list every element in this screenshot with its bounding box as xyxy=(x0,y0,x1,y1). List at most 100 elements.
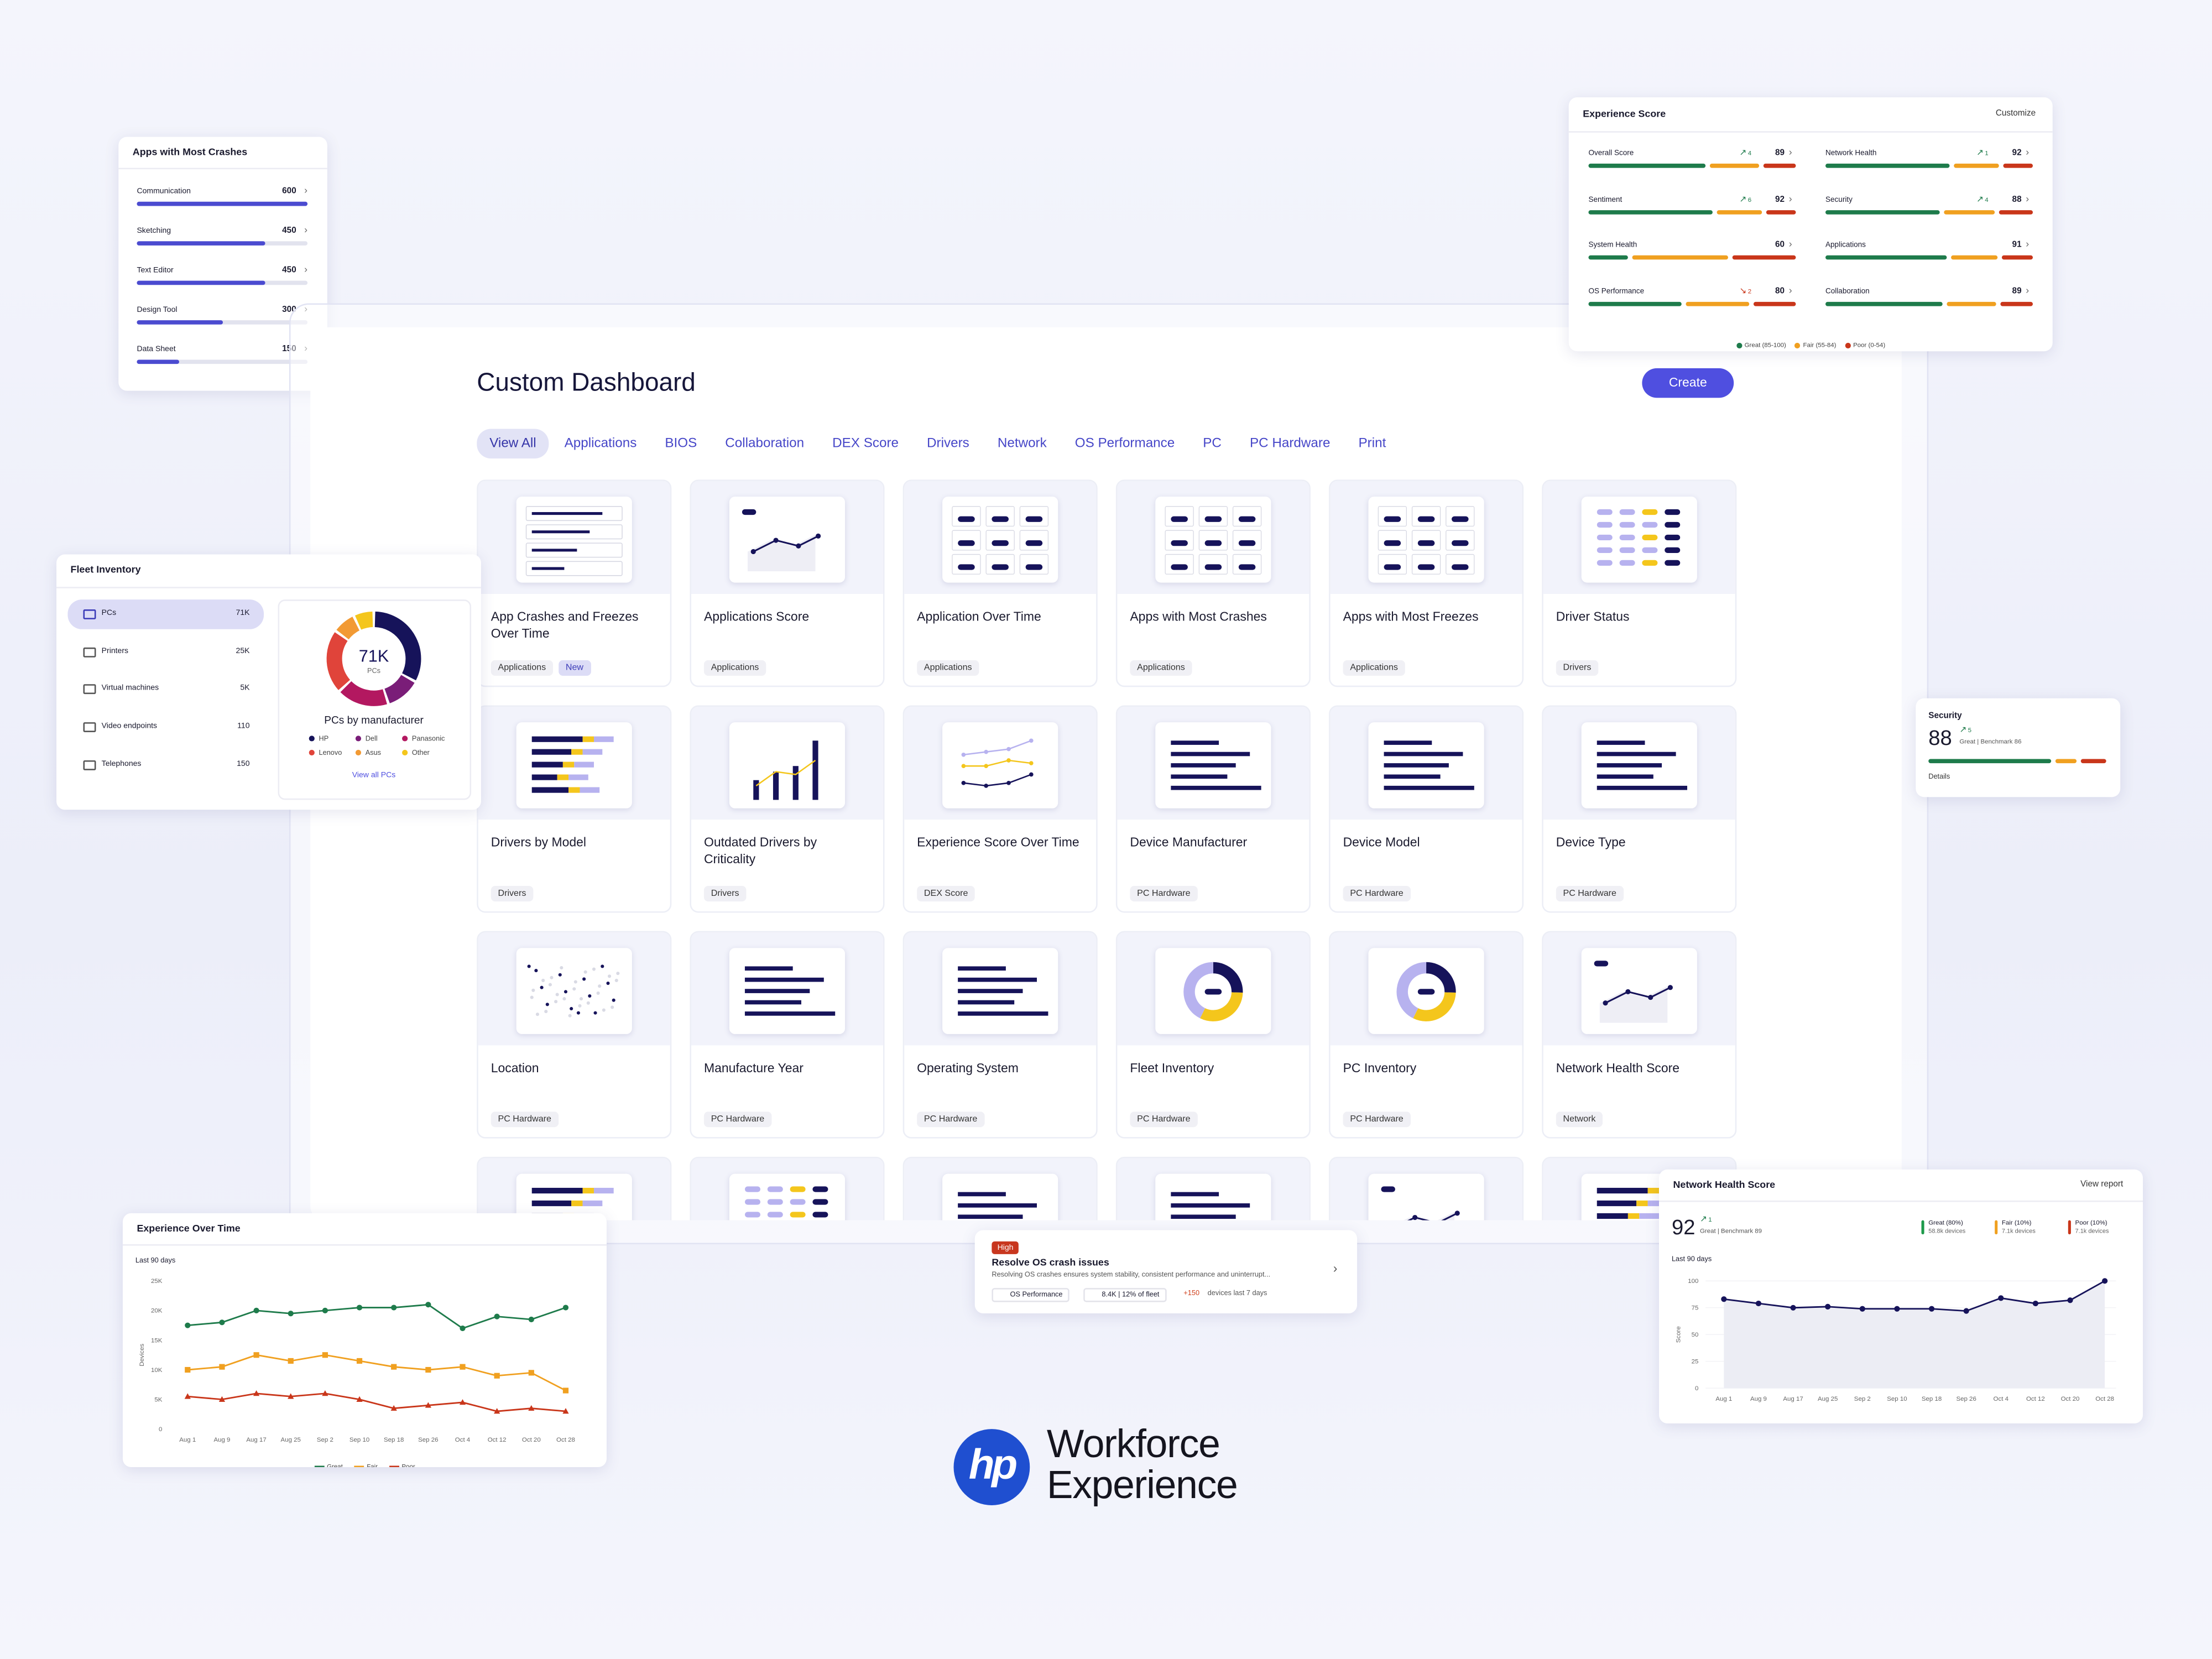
marker xyxy=(2067,1297,2073,1303)
thumb-line xyxy=(1407,1212,1458,1220)
thumb-bar xyxy=(571,749,583,755)
widget-card[interactable]: Experience Score Over Time DEX Score xyxy=(902,705,1098,913)
widget-card[interactable]: Drivers by Model Drivers xyxy=(477,705,672,913)
tab[interactable]: Network xyxy=(997,436,1047,452)
card-title: Apps with Most Crashes xyxy=(1130,609,1267,624)
create-button[interactable]: Create xyxy=(1642,368,1734,398)
tab[interactable]: Applications xyxy=(564,436,637,452)
filter[interactable]: Last 90 days xyxy=(1671,1255,1712,1264)
legend-swatch xyxy=(314,1465,325,1468)
x-tick-label: Sep 10 xyxy=(1887,1396,1907,1402)
tab[interactable]: OS Performance xyxy=(1074,436,1175,452)
widget-card[interactable] xyxy=(902,1156,1098,1220)
marker xyxy=(390,1405,397,1411)
widget-card[interactable]: Fleet Inventory PC Hardware xyxy=(1115,931,1311,1139)
card-tags: PC Hardware xyxy=(917,1103,990,1129)
thumb-dot xyxy=(562,997,566,1001)
widget-card[interactable]: Apps with Most Freezes Applications xyxy=(1329,479,1524,687)
bar xyxy=(137,201,308,206)
brand-line-1: Workforce xyxy=(1046,1422,1220,1466)
widget-card[interactable]: Location PC Hardware xyxy=(477,931,672,1139)
widget-card[interactable]: App Crashes and Freezes Over Time Applica… xyxy=(477,479,672,687)
thumb-pill xyxy=(1597,509,1613,515)
thumbnail xyxy=(516,722,632,808)
filter[interactable]: Last 90 days xyxy=(135,1256,176,1266)
widget-card[interactable]: Application Over Time Applications xyxy=(902,479,1098,687)
widget-card[interactable]: Device Type PC Hardware xyxy=(1542,705,1737,913)
score-bar xyxy=(1588,301,1796,306)
thumb-cell xyxy=(1411,554,1441,575)
thumb-bar xyxy=(1171,1214,1236,1219)
thumb-dot xyxy=(1412,1214,1418,1220)
inventory-item[interactable]: Virtual machines 5K xyxy=(67,675,264,705)
legend-label: Great (80%) xyxy=(1928,1219,1963,1226)
thumb-pill xyxy=(958,564,975,570)
chart-svg xyxy=(1594,961,1673,1023)
score-name: Applications xyxy=(1825,241,1866,250)
thumb-cell xyxy=(1446,554,1475,575)
widget-card[interactable] xyxy=(1115,1156,1311,1220)
tab[interactable]: DEX Score xyxy=(832,436,899,452)
tab[interactable]: View All xyxy=(477,429,549,459)
tab[interactable]: PC xyxy=(1203,436,1222,452)
widget-card[interactable] xyxy=(690,1156,885,1220)
alert-card[interactable]: High Resolve OS crash issues Resolving O… xyxy=(974,1230,1358,1313)
thumb-dot xyxy=(598,984,602,988)
view-report-link[interactable]: View report xyxy=(2080,1181,2124,1190)
inventory-item[interactable]: Video endpoints 110 xyxy=(67,713,264,743)
tab[interactable]: PC Hardware xyxy=(1249,436,1331,452)
widget-card[interactable]: Applications Score Applications xyxy=(690,479,885,687)
marker xyxy=(494,1313,500,1319)
donut-segment xyxy=(384,674,415,703)
bar xyxy=(137,280,265,285)
customize-link[interactable]: Customize xyxy=(1995,109,2036,119)
widget-card[interactable]: Apps with Most Crashes Applications xyxy=(1115,479,1311,687)
inventory-item[interactable]: Telephones 150 xyxy=(67,750,264,780)
thumb-pill xyxy=(812,1186,828,1192)
details-link[interactable]: Details xyxy=(1928,773,1950,782)
thumb-bar xyxy=(582,1187,594,1194)
thumb-pill xyxy=(992,564,1009,570)
divider xyxy=(122,1244,607,1246)
tab[interactable]: Print xyxy=(1358,436,1386,452)
app-name: Sketching xyxy=(137,227,171,236)
widget-card[interactable]: Device Manufacturer PC Hardware xyxy=(1115,705,1311,913)
widget-card[interactable]: Outdated Drivers by Criticality Drivers xyxy=(690,705,885,913)
widget-card[interactable]: Device Model PC Hardware xyxy=(1329,705,1524,913)
chart-svg xyxy=(1384,740,1474,790)
thumb-pill xyxy=(1597,521,1613,528)
thumb-dot xyxy=(612,998,615,1002)
tab[interactable]: BIOS xyxy=(665,436,697,452)
tab[interactable]: Drivers xyxy=(927,436,969,452)
legend-label: Asus xyxy=(366,748,381,757)
widget-card[interactable]: Manufacture Year PC Hardware xyxy=(690,931,885,1139)
thumb-pill xyxy=(1452,516,1469,522)
widget-card[interactable] xyxy=(1329,1156,1524,1220)
tag: Drivers xyxy=(703,886,747,902)
thumb-pill xyxy=(1619,521,1635,528)
view-all-link[interactable]: View all PCs xyxy=(352,770,395,779)
score: 88 xyxy=(1928,726,1952,751)
thumb-pill xyxy=(1619,509,1635,515)
score-value: 92 xyxy=(2012,149,2022,158)
trend-arrow: ↗ xyxy=(1739,149,1747,158)
thumb-dot xyxy=(984,784,988,788)
widget-card[interactable] xyxy=(477,1156,672,1220)
marker xyxy=(528,1370,534,1376)
widget-card[interactable]: PC Inventory PC Hardware xyxy=(1329,931,1524,1139)
widget-card[interactable]: Driver Status Drivers xyxy=(1542,479,1737,687)
marker xyxy=(494,1408,500,1414)
widget-card[interactable]: Network Health Score Network xyxy=(1542,931,1737,1139)
tab[interactable]: Collaboration xyxy=(725,436,805,452)
thumb-dot xyxy=(592,967,596,971)
item-value: 150 xyxy=(237,760,250,769)
widget-card[interactable]: Operating System PC Hardware xyxy=(902,931,1098,1139)
inventory-item[interactable]: Printers 25K xyxy=(67,637,264,667)
bar-track xyxy=(137,359,308,363)
donut-segment xyxy=(326,632,351,690)
thumb-bar xyxy=(1597,785,1688,790)
thumb-pill xyxy=(1642,521,1658,528)
card-tags: Drivers xyxy=(491,878,539,903)
inventory-item[interactable]: PCs 71K xyxy=(67,599,264,629)
